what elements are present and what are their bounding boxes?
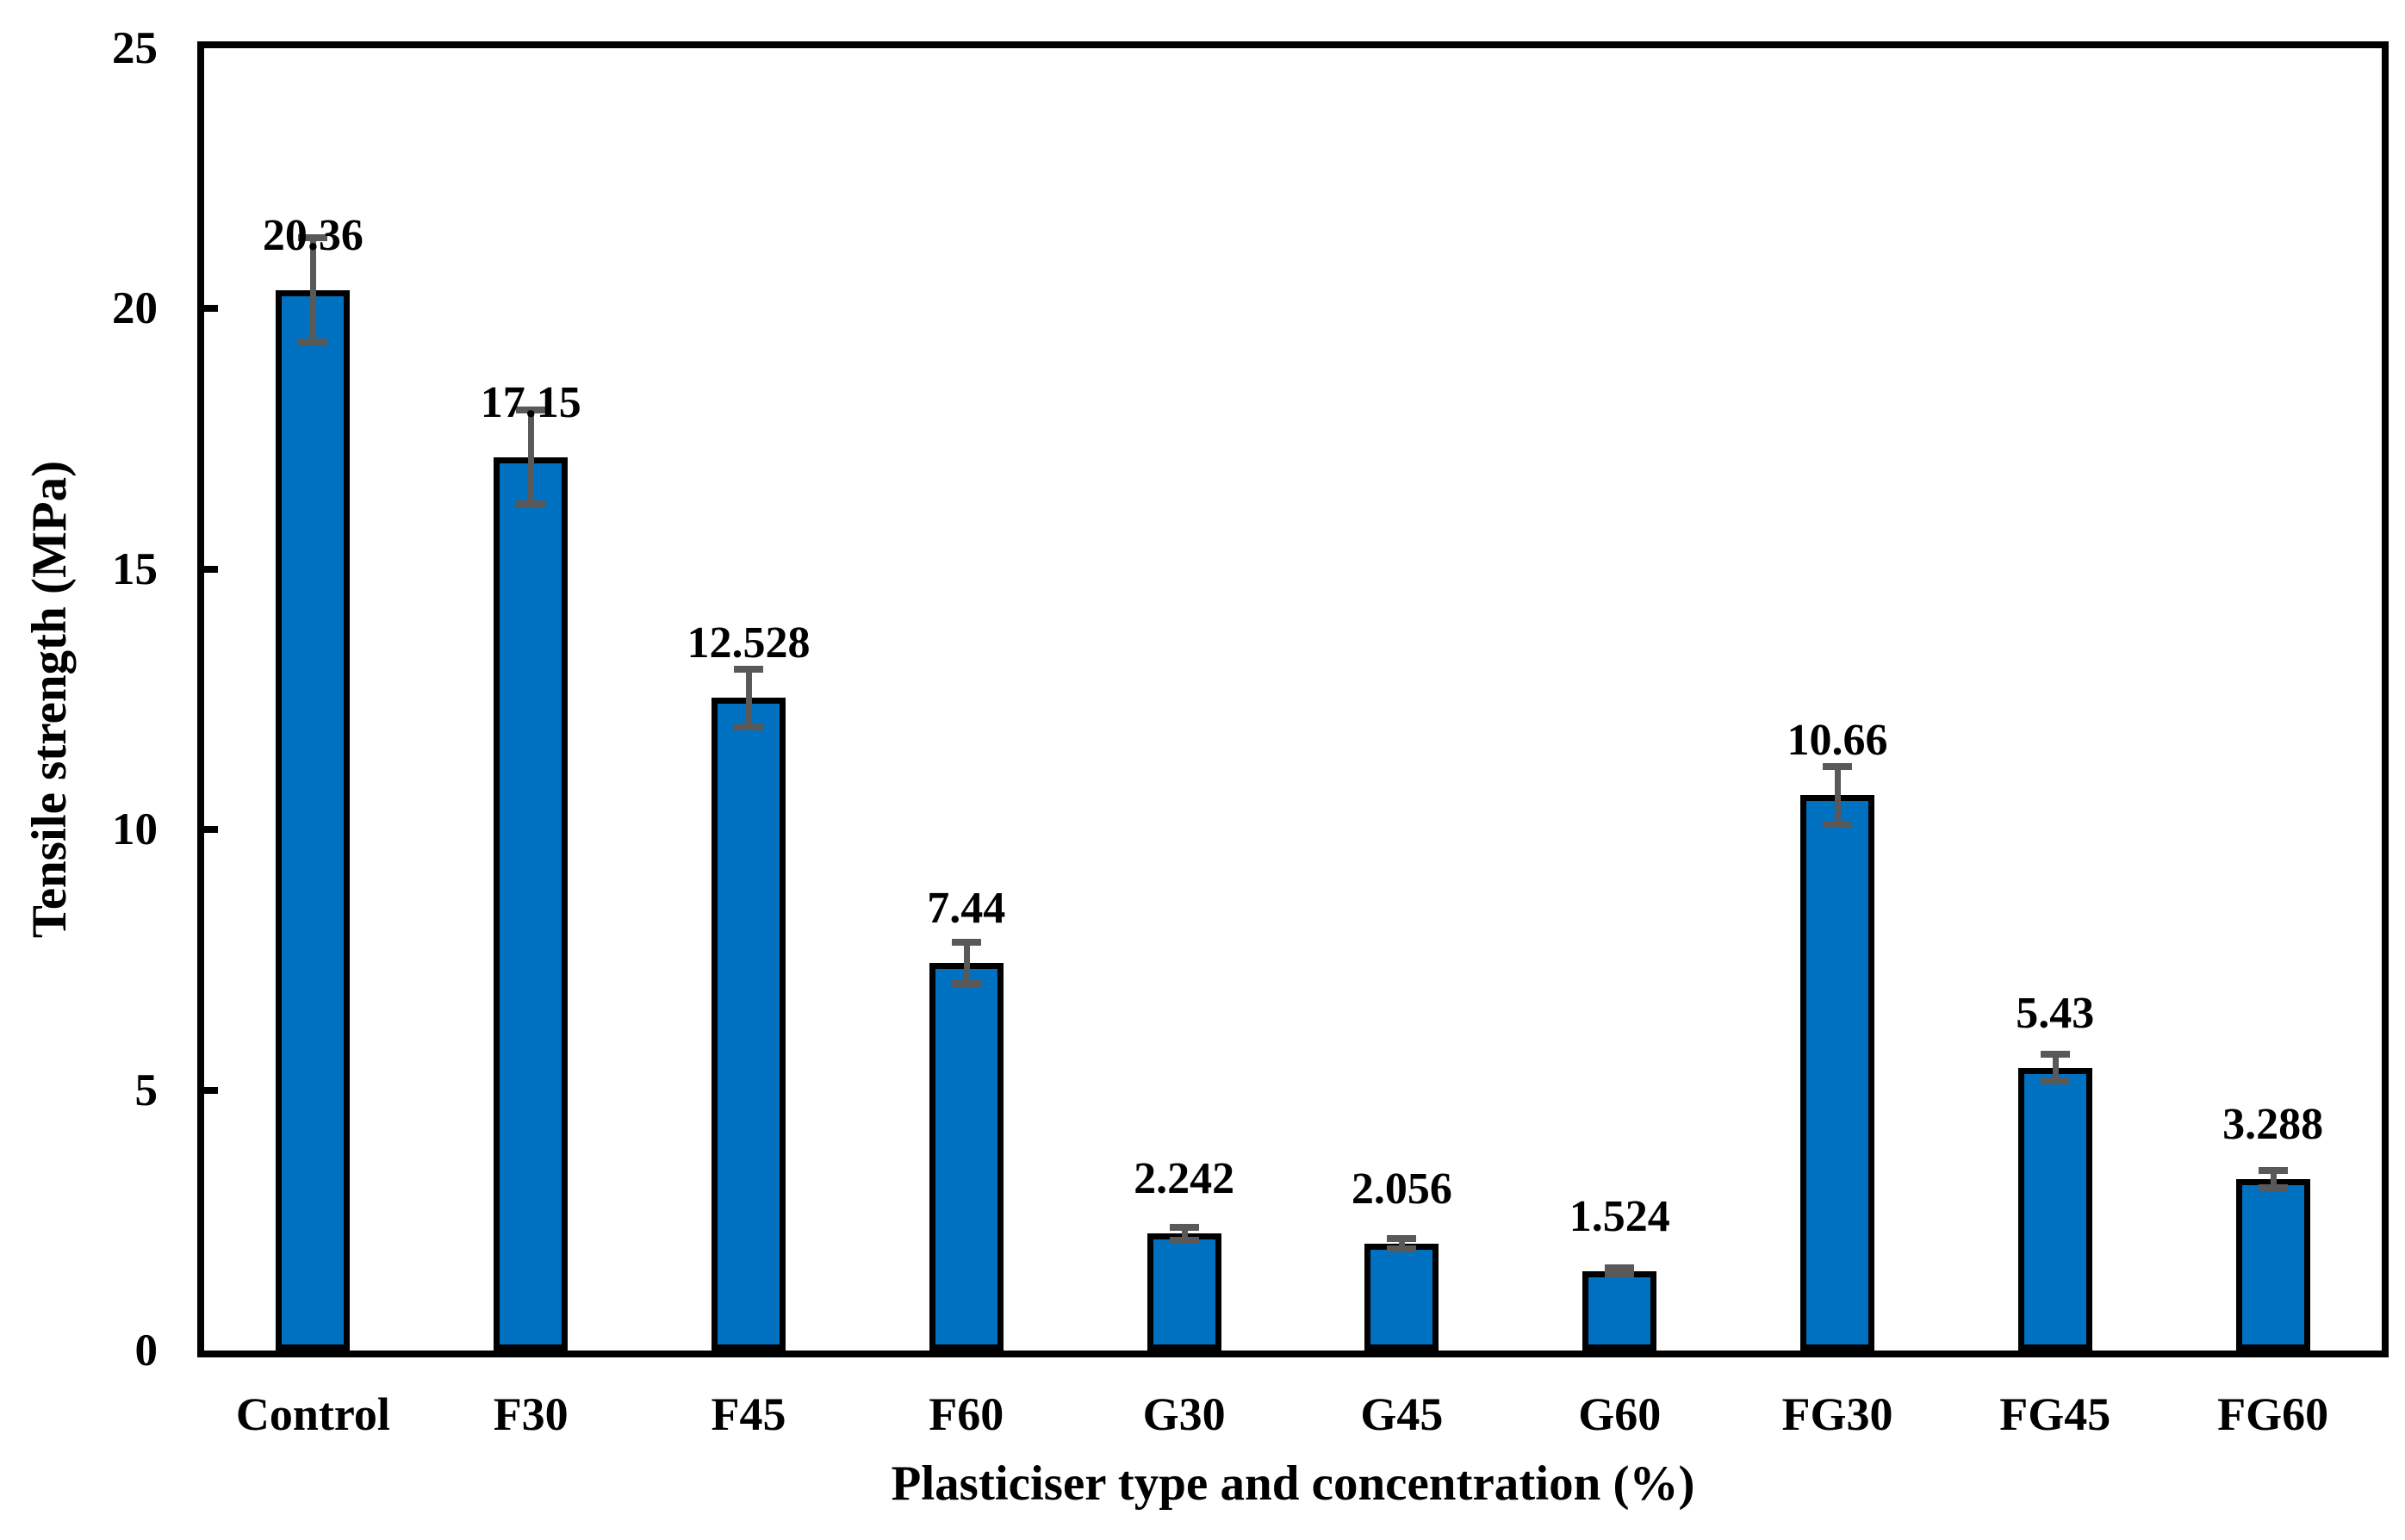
bar-value-label: 2.056 bbox=[1351, 1164, 1452, 1214]
error-bar-cap-bottom bbox=[1605, 1270, 1635, 1278]
error-bar-line bbox=[528, 410, 535, 505]
y-tick-mark bbox=[204, 305, 218, 313]
category-label-fg60: FG60 bbox=[2217, 1388, 2329, 1440]
error-bar-cap-bottom bbox=[1169, 1237, 1199, 1245]
error-bar-cap-top bbox=[516, 407, 546, 414]
error-bar-cap-bottom bbox=[1823, 820, 1852, 828]
bar-value-label: 7.44 bbox=[927, 884, 1006, 934]
error-bar-line bbox=[1399, 1238, 1406, 1249]
y-tick-label: 5 bbox=[134, 1065, 158, 1115]
error-bar-line bbox=[746, 669, 752, 727]
error-bar-cap-bottom bbox=[516, 500, 546, 508]
error-bar-cap-bottom bbox=[734, 723, 763, 730]
y-tick-mark bbox=[204, 1086, 218, 1094]
error-bar-cap-top bbox=[951, 938, 981, 946]
error-bar-cap-top bbox=[1387, 1234, 1417, 1242]
error-bar-line bbox=[1835, 767, 1841, 824]
y-tick-mark bbox=[204, 565, 218, 573]
x-axis-title: Plasticiser type and concentration (%) bbox=[891, 1456, 1695, 1511]
category-label-f30: F30 bbox=[493, 1388, 569, 1440]
y-axis-title: Tensile strength (MPa) bbox=[22, 460, 77, 939]
category-label-f45: F45 bbox=[711, 1388, 786, 1440]
y-tick-label: 10 bbox=[112, 804, 158, 855]
error-bar-cap-bottom bbox=[2040, 1077, 2070, 1084]
error-bar-cap-bottom bbox=[2258, 1184, 2288, 1192]
error-bar-cap-bottom bbox=[298, 338, 328, 346]
error-bar-cap-top bbox=[1823, 763, 1852, 771]
category-label-g60: G60 bbox=[1578, 1388, 1662, 1440]
y-tick-label: 15 bbox=[112, 543, 158, 594]
category-label-fg45: FG45 bbox=[1999, 1388, 2111, 1440]
y-tick-label: 0 bbox=[134, 1326, 158, 1375]
bar-value-label: 3.288 bbox=[2222, 1100, 2324, 1150]
error-bar-cap-top bbox=[2258, 1166, 2288, 1174]
bar-fg60 bbox=[2235, 1179, 2310, 1351]
bar-g45 bbox=[1364, 1243, 1439, 1351]
y-tick-mark bbox=[204, 826, 218, 834]
bar-g30 bbox=[1147, 1233, 1221, 1351]
bar-value-label: 17.15 bbox=[480, 377, 581, 427]
bar-value-label: 12.528 bbox=[687, 618, 811, 668]
bar-fg30 bbox=[1800, 795, 1874, 1351]
bar-f30 bbox=[494, 456, 569, 1351]
bar-value-label: 2.242 bbox=[1134, 1154, 1235, 1204]
bar-control bbox=[276, 289, 351, 1351]
error-bar-cap-bottom bbox=[1387, 1245, 1417, 1252]
error-bar-cap-top bbox=[298, 234, 328, 242]
error-bar-line bbox=[1181, 1226, 1188, 1241]
error-bar-cap-top bbox=[734, 666, 763, 674]
bar-f45 bbox=[712, 698, 786, 1351]
category-label-g30: G30 bbox=[1142, 1388, 1226, 1440]
bar-g60 bbox=[1582, 1270, 1657, 1351]
bar-value-label: 5.43 bbox=[2016, 988, 2095, 1038]
bar-value-label: 10.66 bbox=[1787, 716, 1888, 766]
error-bar-line bbox=[2270, 1170, 2277, 1189]
error-bar-cap-top bbox=[2040, 1051, 2070, 1059]
error-bar-line bbox=[963, 941, 970, 984]
bar-f60 bbox=[929, 963, 1004, 1351]
bar-fg45 bbox=[2017, 1067, 2092, 1351]
bar-value-label: 20.36 bbox=[262, 210, 364, 260]
error-bar-cap-top bbox=[1605, 1264, 1635, 1272]
category-label-fg30: FG30 bbox=[1781, 1388, 1893, 1440]
y-tick-label: 20 bbox=[112, 283, 158, 334]
bar-value-label: 1.524 bbox=[1569, 1191, 1670, 1241]
category-label-control: Control bbox=[235, 1388, 390, 1440]
error-bar-line bbox=[310, 238, 317, 343]
error-bar-cap-bottom bbox=[951, 980, 981, 988]
error-bar-line bbox=[2052, 1054, 2059, 1081]
category-label-f60: F60 bbox=[929, 1388, 1004, 1440]
category-label-g45: G45 bbox=[1360, 1388, 1444, 1440]
y-tick-label: 25 bbox=[112, 23, 158, 73]
error-bar-cap-top bbox=[1169, 1223, 1199, 1231]
